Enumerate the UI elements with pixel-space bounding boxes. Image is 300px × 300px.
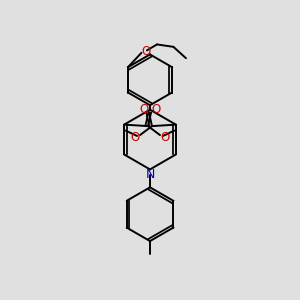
Text: N: N <box>145 168 155 181</box>
Text: O: O <box>152 103 161 116</box>
Text: O: O <box>141 45 150 58</box>
Text: O: O <box>160 131 170 144</box>
Text: O: O <box>130 131 140 144</box>
Text: O: O <box>139 103 148 116</box>
